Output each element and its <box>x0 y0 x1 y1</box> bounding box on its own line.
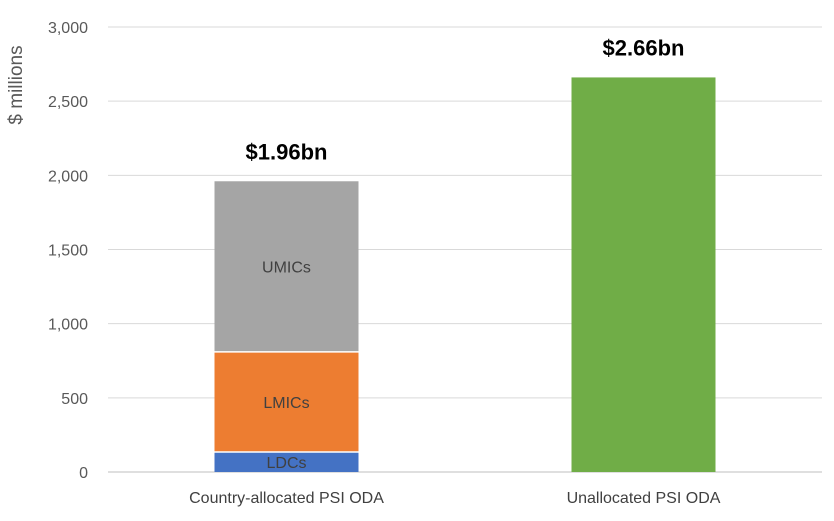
segment-label: UMICs <box>262 260 311 277</box>
bar-segment-ldcs <box>214 451 359 472</box>
bar-segment-lmics <box>214 351 359 452</box>
y-tick-label: 2,500 <box>48 94 88 111</box>
y-tick-label: 2,000 <box>48 168 88 185</box>
y-tick-label: 1,500 <box>48 243 88 260</box>
x-category-label: Country-allocated PSI ODA <box>189 490 384 507</box>
y-axis-ticks: 0 500 1,000 1,500 2,000 2,500 3,000 <box>48 20 88 482</box>
segment-label: LMICs <box>263 395 309 412</box>
x-axis-categories: Country-allocated PSI ODA Unallocated PSI… <box>189 490 721 507</box>
x-category-label: Unallocated PSI ODA <box>567 490 721 507</box>
bar-total-label: $1.96bn <box>246 139 328 164</box>
y-tick-label: 1,000 <box>48 317 88 334</box>
segment-label: LDCs <box>266 455 306 472</box>
bar-segment <box>571 77 716 472</box>
bars: LDCs LMICs UMICs $1.96bn $2.66bn <box>214 35 716 472</box>
bar-segment-umics <box>214 181 359 352</box>
y-tick-label: 3,000 <box>48 20 88 37</box>
y-tick-label: 0 <box>79 465 88 482</box>
y-tick-label: 500 <box>61 391 88 408</box>
y-axis-title: $ millions <box>6 45 27 124</box>
bar-total-label: $2.66bn <box>603 35 685 60</box>
